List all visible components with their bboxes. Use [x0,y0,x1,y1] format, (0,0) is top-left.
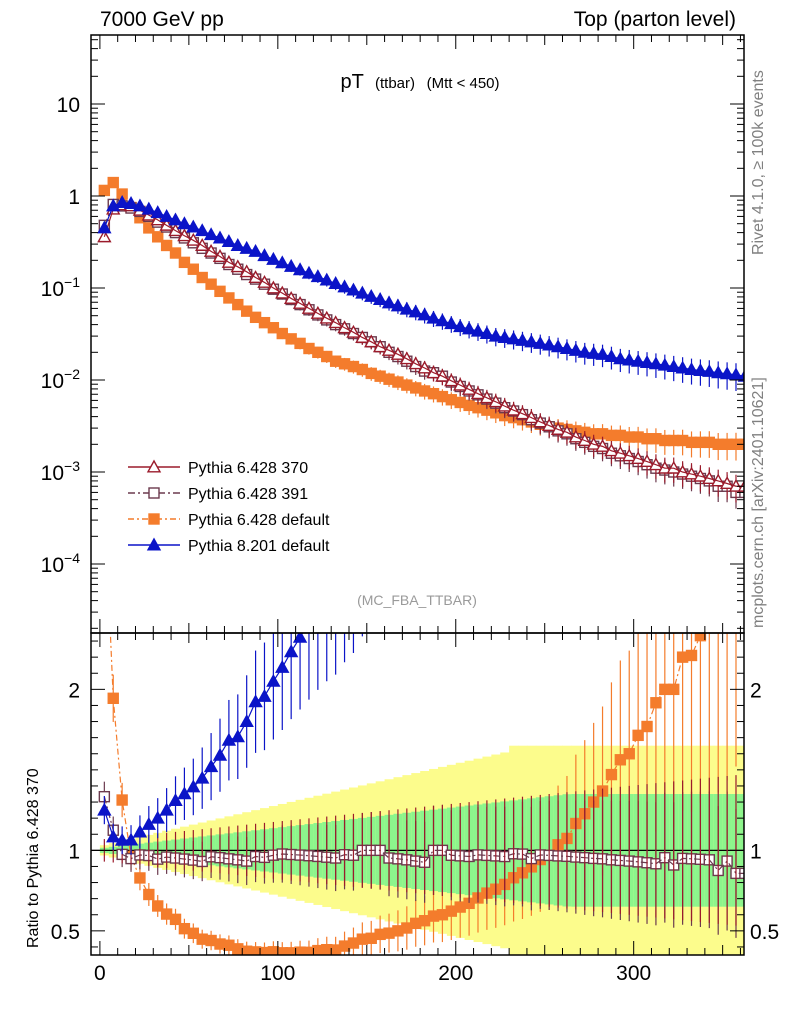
analysis-label: (MC_FBA_TTBAR) [357,592,477,608]
ratio-point [356,517,368,528]
ratio-series-line [103,633,304,841]
ratio-point [410,415,422,426]
legend-marker [148,513,160,525]
ratio-point [481,200,493,211]
legend-marker [148,487,160,499]
header-left: 7000 GeV pp [100,8,224,31]
ratio-point [704,609,714,619]
ratio-y-tick-label-right: 1 [750,840,762,863]
ratio-point [339,557,351,568]
legend: Pythia 6.428 370 Pythia 6.428 391 Pythia 6… [128,459,330,555]
ratio-series-line [109,633,703,954]
ratio-y-tick-label: 1 [68,840,80,863]
data-point [169,247,182,259]
ratio-point [713,604,723,614]
ratio-point [383,476,395,487]
y-tick-exponent: −1 [64,274,80,290]
series-3-ratio [97,0,528,855]
title-sub1: (ttbar) [375,75,415,92]
y-tick-label: 10−1 [41,274,81,301]
ratio-point [463,272,475,283]
legend-marker [146,537,162,551]
x-tick-label: 0 [94,962,106,985]
y-tick-label: 1 [68,186,80,209]
y-tick-base: 1 [68,186,80,209]
ratio-point [614,754,627,766]
x-tick-label: 100 [260,962,295,985]
ratio-point [445,332,457,343]
ratio-point [97,802,112,816]
ratio-point [740,546,750,556]
series-0-main [97,197,744,503]
data-point [152,231,164,243]
ratio-point [330,576,342,587]
legend-label: Pythia 6.428 391 [188,486,308,503]
ratio-point [374,480,386,491]
ratio-y-tick-label-right: 2 [750,679,762,702]
ratio-point [152,900,164,912]
legend-label: Pythia 8.201 default [188,538,330,555]
ratio-point [650,697,662,709]
side-label-top: Rivet 4.1.0, ≥ 100k events [750,70,767,255]
legend-marker [146,459,162,473]
data-point [143,222,155,234]
y-tick-exponent: −4 [64,550,80,566]
ratio-point [508,46,520,57]
ratio-point [401,447,413,458]
ratio-point [722,577,732,587]
data-point [178,256,191,269]
ratio-point [472,234,484,245]
y-tick-base: 10 [57,94,80,117]
ratio-y-tick-label-right: 0.5 [750,921,779,944]
y-tick-label: 10 [57,94,80,117]
y-tick-label: 10−3 [41,458,81,485]
series-line [103,181,744,445]
title-sub2: (Mtt < 450) [427,75,500,92]
y-tick-label: 10−2 [41,366,81,393]
ratio-point [347,542,359,553]
ratio-point [99,492,109,502]
legend-label: Pythia 6.428 370 [188,460,308,477]
ratio-point [731,546,741,556]
ratio-plot-series [97,0,750,955]
y-tick-label: 10−4 [41,550,81,577]
data-point [223,292,235,304]
ratio-point [392,463,404,474]
ratio-point [312,601,324,612]
y-tick-exponent: −2 [64,366,80,382]
title-main: pT [340,71,363,93]
series-line [103,201,744,377]
series-line [103,204,744,487]
ratio-point [490,173,502,184]
ratio-point [321,587,333,598]
ratio-point [365,504,377,515]
ratio-point [303,616,315,627]
data-point [205,278,217,290]
data-point [107,176,119,189]
series-0-ratio [103,775,737,926]
series-3-main [97,195,744,392]
ratio-point [516,0,528,5]
ratio-point [499,107,511,118]
ratio-y-tick-label: 0.5 [51,921,80,944]
y-tick-base: 10 [41,554,64,577]
x-tick-label: 300 [616,962,651,985]
data-point [214,285,226,298]
y-tick-exponent: −3 [64,458,80,474]
plot-title: pT (ttbar) (Mtt < 450) [340,71,499,93]
ratio-y-axis-label: Ratio to Pythia 6.428 370 [25,768,42,948]
ratio-plot-frame [90,632,745,956]
header-right: Top (parton level) [574,8,736,31]
y-tick-base: 10 [41,370,64,393]
y-tick-base: 10 [41,278,64,301]
ratio-y-tick-label: 2 [68,679,80,702]
x-tick-label: 200 [438,962,473,985]
main-plot-series [97,176,744,509]
y-tick-base: 10 [41,462,64,485]
side-label-bottom: mcplots.cern.ch [arXiv:2401.10621] [750,377,767,628]
legend-label: Pythia 6.428 default [188,512,330,529]
